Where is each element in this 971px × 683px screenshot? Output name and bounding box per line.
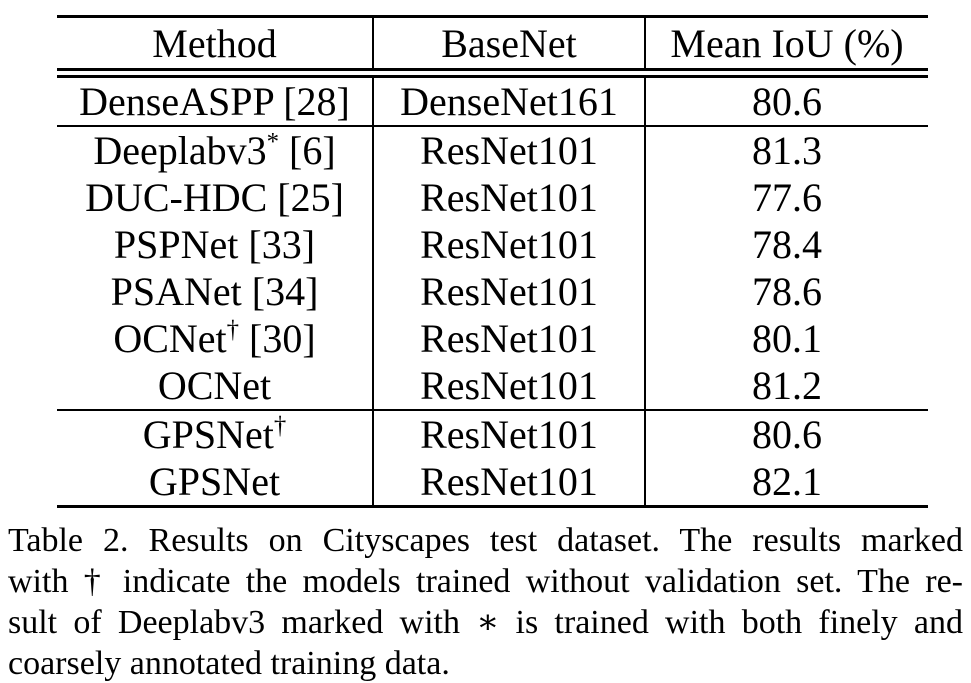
results-table: Method BaseNet Mean IoU (%) DenseASPP [2… bbox=[57, 15, 928, 508]
table-row: DenseASPP [28] DenseNet161 80.6 bbox=[57, 73, 928, 126]
table-header: Method BaseNet Mean IoU (%) bbox=[57, 16, 928, 73]
basenet-cell: ResNet101 bbox=[372, 174, 645, 221]
method-cell: PSANet [34] bbox=[110, 269, 319, 314]
table-group-denseaspp: DenseASPP [28] DenseNet161 80.6 bbox=[57, 73, 928, 126]
table-row: OCNet† [30] ResNet101 80.1 bbox=[57, 315, 928, 362]
method-cell: OCNet bbox=[157, 363, 272, 408]
table-row: PSPNet [33] ResNet101 78.4 bbox=[57, 221, 928, 268]
method-cell: PSPNet [33] bbox=[113, 222, 316, 267]
iou-cell: 78.4 bbox=[644, 221, 928, 268]
caption-line: coarsely annotated training data. bbox=[8, 645, 450, 682]
method-cell: Deeplabv3* [6] bbox=[93, 128, 336, 173]
table-row: GPSNet† ResNet101 80.6 bbox=[57, 410, 928, 458]
method-cell: OCNet† [30] bbox=[113, 316, 316, 361]
iou-cell: 80.6 bbox=[644, 73, 928, 126]
table-group-baselines: Deeplabv3* [6] ResNet101 81.3 DUC-HDC [25] R… bbox=[57, 126, 928, 410]
basenet-cell: ResNet101 bbox=[372, 458, 645, 507]
table-row: PSANet [34] ResNet101 78.6 bbox=[57, 268, 928, 315]
basenet-cell: ResNet101 bbox=[372, 410, 645, 458]
iou-cell: 81.2 bbox=[644, 362, 928, 410]
iou-cell: 78.6 bbox=[644, 268, 928, 315]
table-group-gpsnet: GPSNet† ResNet101 80.6 GPSNet ResNet101 82.1 bbox=[57, 410, 928, 507]
header-basenet: BaseNet bbox=[372, 16, 645, 73]
basenet-cell: DenseNet161 bbox=[372, 73, 645, 126]
table-row: DUC-HDC [25] ResNet101 77.6 bbox=[57, 174, 928, 221]
header-mean-iou: Mean IoU (%) bbox=[644, 16, 928, 73]
caption-line: with † indicate the models trained witho… bbox=[8, 563, 963, 600]
basenet-cell: ResNet101 bbox=[372, 126, 645, 174]
iou-cell: 82.1 bbox=[644, 458, 928, 507]
iou-cell: 80.6 bbox=[644, 410, 928, 458]
superscript-marker: † bbox=[273, 412, 287, 440]
iou-cell: 77.6 bbox=[644, 174, 928, 221]
table-row: Deeplabv3* [6] ResNet101 81.3 bbox=[57, 126, 928, 174]
basenet-cell: ResNet101 bbox=[372, 362, 645, 410]
caption-line: Table 2. Results on Cityscapes test data… bbox=[8, 522, 963, 559]
header-method: Method bbox=[152, 20, 277, 66]
method-cell: DenseASPP [28] bbox=[79, 79, 350, 124]
table-row: GPSNet ResNet101 82.1 bbox=[57, 458, 928, 507]
table-caption: Table 2. Results on Cityscapes test data… bbox=[8, 520, 963, 683]
basenet-cell: ResNet101 bbox=[372, 221, 645, 268]
method-cell: GPSNet bbox=[148, 459, 281, 504]
basenet-cell: ResNet101 bbox=[372, 315, 645, 362]
iou-cell: 81.3 bbox=[644, 126, 928, 174]
superscript-marker: * bbox=[266, 128, 280, 156]
iou-cell: 80.1 bbox=[644, 315, 928, 362]
method-cell: GPSNet† bbox=[142, 412, 287, 457]
method-cell: DUC-HDC [25] bbox=[85, 175, 344, 220]
header-row: Method BaseNet Mean IoU (%) bbox=[57, 16, 928, 73]
superscript-marker: † bbox=[226, 316, 240, 344]
basenet-cell: ResNet101 bbox=[372, 268, 645, 315]
caption-line: sult of Deeplabv3 marked with ∗ is train… bbox=[8, 604, 963, 641]
table-row: OCNet ResNet101 81.2 bbox=[57, 362, 928, 410]
